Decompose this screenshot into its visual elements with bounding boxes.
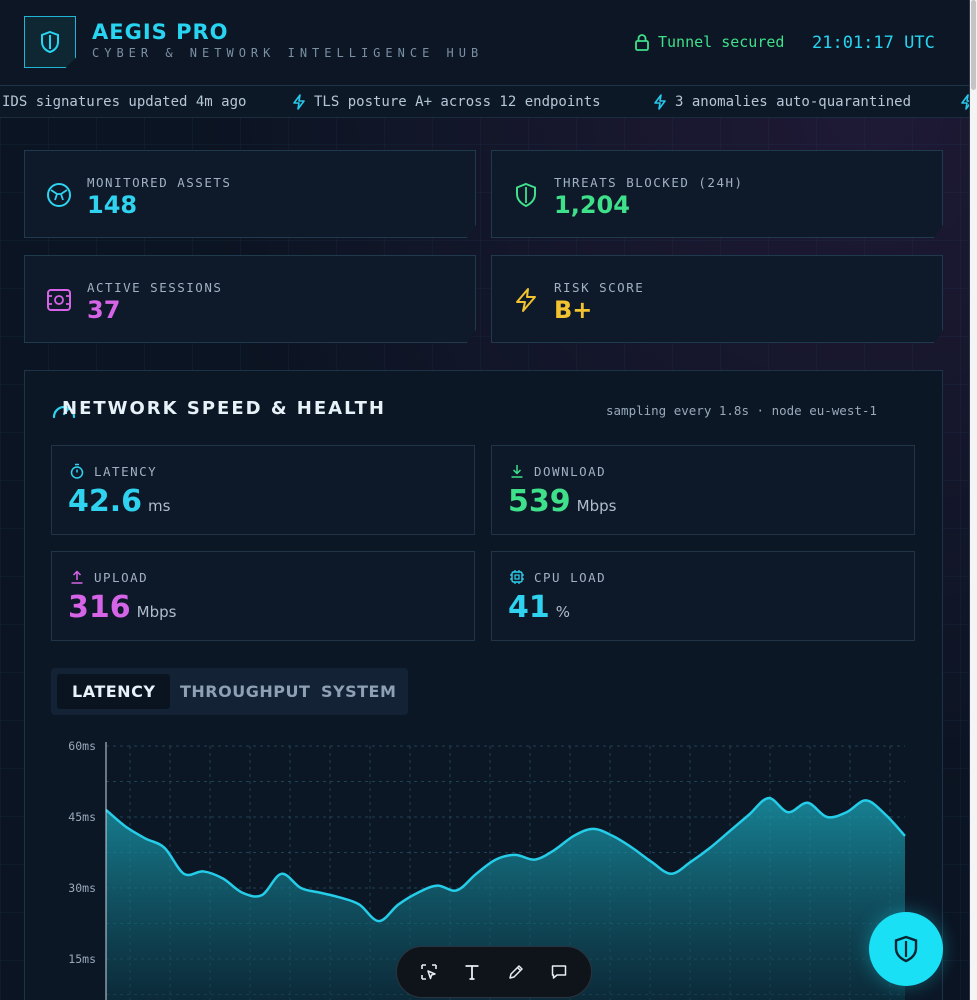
y-tick-label: 30ms <box>68 881 96 895</box>
stat-card-threats-blocked[interactable]: THREATS BLOCKED (24H) 1,204 <box>491 150 943 238</box>
tab-latency[interactable]: LATENCY <box>57 674 171 709</box>
top-header: AEGIS PRO CYBER & NETWORK INTELLIGENCE H… <box>0 0 969 86</box>
stat-value: 1,204 <box>554 191 630 219</box>
tab-system[interactable]: SYSTEM <box>321 682 397 701</box>
stat-value: B+ <box>554 296 593 324</box>
annotation-toolbar <box>396 946 592 998</box>
lock-icon <box>635 34 649 51</box>
metric-unit: Mbps <box>136 603 177 621</box>
bolt-icon <box>293 94 305 110</box>
shield-icon <box>894 935 918 963</box>
speedometer-icon <box>52 405 76 419</box>
metric-card-upload: UPLOAD 316 Mbps <box>51 551 475 641</box>
metric-label: UPLOAD <box>94 570 149 585</box>
upload-icon <box>71 570 83 584</box>
session-chip-icon <box>47 289 71 311</box>
metric-card-latency: LATENCY 42.6 ms <box>51 445 475 535</box>
metric-label: LATENCY <box>94 464 158 479</box>
shield-icon <box>516 182 536 208</box>
latency-line <box>105 796 906 923</box>
metric-number: 316 <box>68 590 131 625</box>
y-tick-label: 45ms <box>68 810 96 824</box>
latency-area <box>106 798 905 1000</box>
metric-number: 42.6 <box>68 484 143 519</box>
panel-meta: sampling every 1.8s · node eu-west-1 <box>606 403 877 418</box>
ticker-text: TLS posture A+ across 12 endpoints <box>314 94 601 110</box>
ticker-text: 3 anomalies auto-quarantined <box>675 94 912 110</box>
network-globe-icon <box>47 183 71 207</box>
stat-label: THREATS BLOCKED (24H) <box>554 175 744 190</box>
scrollbar-thumb[interactable] <box>971 0 976 90</box>
pencil-tool-icon[interactable] <box>502 958 530 986</box>
metric-value: 539 Mbps <box>508 484 616 519</box>
stat-value: 37 <box>87 296 121 324</box>
ticker-item: IDS signatures updated 4m ago <box>2 94 246 110</box>
page-scrollbar[interactable] <box>970 0 977 1000</box>
stat-label: RISK SCORE <box>554 280 645 295</box>
stat-label: MONITORED ASSETS <box>87 175 232 190</box>
lightning-icon <box>516 288 536 312</box>
ticker-text: IDS signatures updated 4m ago <box>2 94 247 110</box>
chart-tabs: LATENCY THROUGHPUT SYSTEM <box>51 668 408 715</box>
metric-value: 42.6 ms <box>68 484 170 519</box>
panel-title: NETWORK SPEED & HEALTH <box>62 398 386 419</box>
metric-label: DOWNLOAD <box>534 464 607 479</box>
metric-number: 539 <box>508 484 571 519</box>
metric-label: CPU LOAD <box>534 570 607 585</box>
ticker-item <box>960 94 969 110</box>
stat-card-risk-score[interactable]: RISK SCORE B+ <box>491 255 943 343</box>
stat-card-monitored-assets[interactable]: MONITORED ASSETS 148 <box>24 150 476 238</box>
metric-unit: % <box>555 603 571 621</box>
metric-number: 41 <box>508 590 550 625</box>
app-title: AEGIS PRO <box>92 20 229 44</box>
stat-label: ACTIVE SESSIONS <box>87 280 223 295</box>
bolt-icon <box>654 94 666 110</box>
ticker-item: 3 anomalies auto-quarantined <box>653 94 911 110</box>
text-tool-icon[interactable] <box>458 958 486 986</box>
select-tool-icon[interactable] <box>415 958 443 986</box>
logo-shield-icon[interactable] <box>24 16 76 68</box>
app-subtitle: CYBER & NETWORK INTELLIGENCE HUB <box>92 46 484 60</box>
stat-card-active-sessions[interactable]: ACTIVE SESSIONS 37 <box>24 255 476 343</box>
metric-card-cpu-load: CPU LOAD 41% <box>491 551 915 641</box>
shield-fab-button[interactable] <box>869 912 943 986</box>
utc-clock: 21:01:17 UTC <box>812 33 935 53</box>
cpu-icon <box>510 570 524 584</box>
metric-value: 41% <box>508 590 570 625</box>
news-ticker: IDS signatures updated 4m ago TLS postur… <box>0 86 969 118</box>
y-tick-label: 15ms <box>68 952 96 966</box>
download-icon <box>511 465 523 478</box>
latency-chart: 60ms 45ms 30ms 15ms <box>68 739 906 1000</box>
metric-card-download: DOWNLOAD 539 Mbps <box>491 445 915 535</box>
metric-unit: ms <box>148 497 171 515</box>
tunnel-status-label: Tunnel secured <box>658 33 785 51</box>
metric-unit: Mbps <box>576 497 617 515</box>
tab-throughput[interactable]: THROUGHPUT <box>180 682 311 701</box>
ticker-item: TLS posture A+ across 12 endpoints <box>292 94 601 110</box>
y-tick-label: 60ms <box>68 739 96 753</box>
stat-value: 148 <box>87 191 138 219</box>
bolt-icon <box>961 94 969 110</box>
stopwatch-icon <box>70 463 84 479</box>
comment-tool-icon[interactable] <box>545 958 573 986</box>
tunnel-status: Tunnel secured <box>634 33 784 51</box>
metric-value: 316 Mbps <box>68 590 176 625</box>
